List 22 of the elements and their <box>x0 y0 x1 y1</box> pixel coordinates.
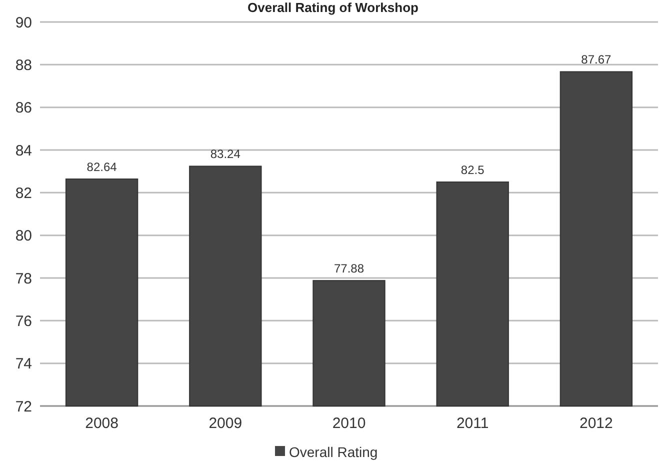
y-tick-label: 74 <box>15 356 32 373</box>
x-tick-label: 2011 <box>456 415 489 432</box>
data-label: 82.64 <box>86 160 118 174</box>
y-tick-label: 88 <box>15 56 32 74</box>
y-tick-label: 90 <box>15 14 32 32</box>
y-tick-label: 80 <box>15 228 32 245</box>
x-tick-label: 2010 <box>332 415 366 432</box>
y-tick-label: 84 <box>15 142 32 160</box>
x-tick-label: 2008 <box>85 415 118 432</box>
x-tick-label: 2012 <box>580 415 613 432</box>
x-tick-label: 2009 <box>208 415 242 432</box>
data-label: 82.5 <box>460 163 485 177</box>
y-tick-label: 82 <box>15 184 32 202</box>
chart-title: Overall Rating of Workshop <box>248 0 419 15</box>
data-label: 87.67 <box>581 52 612 67</box>
y-tick-label: 76 <box>15 312 32 330</box>
y-tick-label: 86 <box>15 100 32 117</box>
data-label: 83.24 <box>210 147 241 162</box>
data-label: 77.88 <box>334 262 364 276</box>
y-tick-label: 78 <box>15 270 32 288</box>
y-tick-label: 72 <box>15 398 32 416</box>
legend-label: Overall Rating <box>289 444 378 460</box>
